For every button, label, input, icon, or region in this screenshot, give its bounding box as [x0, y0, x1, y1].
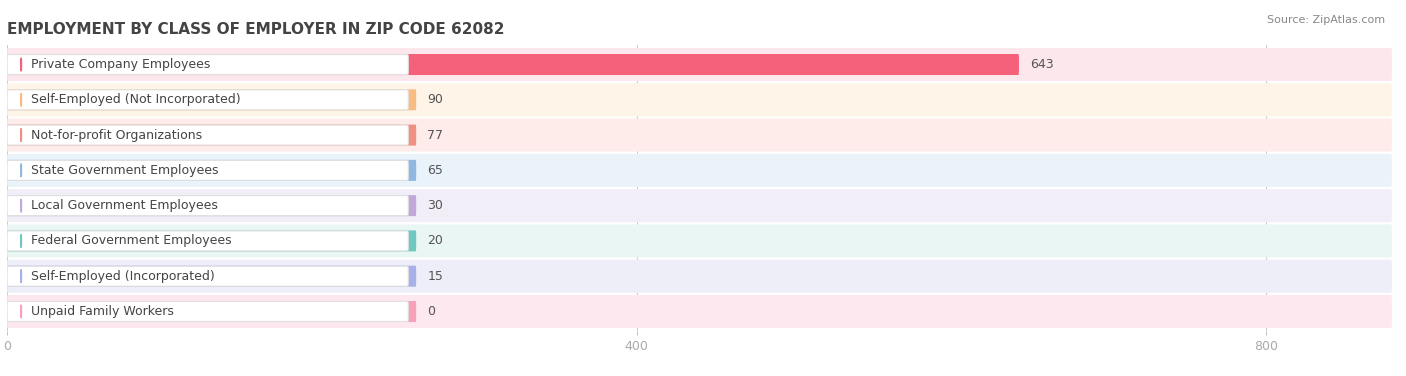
- Text: Private Company Employees: Private Company Employees: [31, 58, 211, 71]
- FancyBboxPatch shape: [7, 230, 416, 252]
- FancyBboxPatch shape: [7, 260, 1392, 293]
- Text: 90: 90: [427, 93, 443, 106]
- FancyBboxPatch shape: [7, 224, 1392, 258]
- FancyBboxPatch shape: [7, 189, 1392, 222]
- FancyBboxPatch shape: [7, 231, 408, 251]
- Text: Local Government Employees: Local Government Employees: [31, 199, 218, 212]
- Text: 0: 0: [427, 305, 436, 318]
- Text: Source: ZipAtlas.com: Source: ZipAtlas.com: [1267, 15, 1385, 25]
- FancyBboxPatch shape: [7, 266, 408, 286]
- Text: Self-Employed (Incorporated): Self-Employed (Incorporated): [31, 270, 215, 283]
- FancyBboxPatch shape: [7, 302, 408, 321]
- Text: 15: 15: [427, 270, 443, 283]
- Text: EMPLOYMENT BY CLASS OF EMPLOYER IN ZIP CODE 62082: EMPLOYMENT BY CLASS OF EMPLOYER IN ZIP C…: [7, 22, 505, 37]
- FancyBboxPatch shape: [7, 118, 1392, 152]
- FancyBboxPatch shape: [7, 196, 408, 216]
- Text: Not-for-profit Organizations: Not-for-profit Organizations: [31, 129, 202, 142]
- FancyBboxPatch shape: [7, 301, 416, 322]
- FancyBboxPatch shape: [7, 90, 408, 110]
- FancyBboxPatch shape: [7, 89, 416, 110]
- FancyBboxPatch shape: [7, 160, 408, 180]
- FancyBboxPatch shape: [7, 125, 408, 145]
- Text: Federal Government Employees: Federal Government Employees: [31, 234, 232, 247]
- FancyBboxPatch shape: [7, 195, 416, 216]
- Text: 20: 20: [427, 234, 443, 247]
- Text: 30: 30: [427, 199, 443, 212]
- FancyBboxPatch shape: [7, 124, 416, 146]
- Text: 643: 643: [1031, 58, 1053, 71]
- FancyBboxPatch shape: [7, 160, 416, 181]
- Text: 77: 77: [427, 129, 443, 142]
- Text: Unpaid Family Workers: Unpaid Family Workers: [31, 305, 174, 318]
- FancyBboxPatch shape: [7, 48, 1392, 81]
- Text: 65: 65: [427, 164, 443, 177]
- FancyBboxPatch shape: [7, 55, 408, 74]
- Text: State Government Employees: State Government Employees: [31, 164, 218, 177]
- FancyBboxPatch shape: [7, 154, 1392, 187]
- FancyBboxPatch shape: [7, 54, 1019, 75]
- FancyBboxPatch shape: [7, 295, 1392, 328]
- FancyBboxPatch shape: [7, 266, 416, 287]
- Text: Self-Employed (Not Incorporated): Self-Employed (Not Incorporated): [31, 93, 240, 106]
- FancyBboxPatch shape: [7, 83, 1392, 116]
